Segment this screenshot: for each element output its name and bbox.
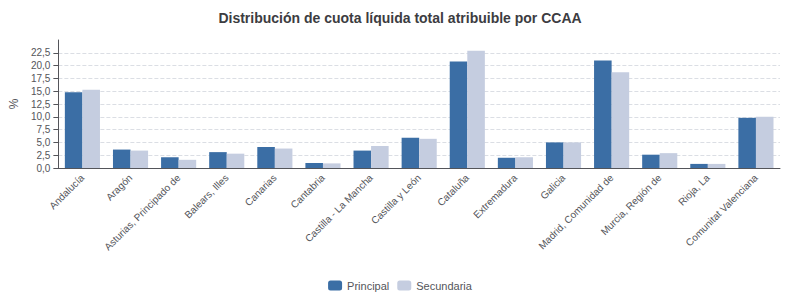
svg-text:5,0: 5,0 — [36, 137, 50, 148]
svg-text:20,0: 20,0 — [31, 60, 51, 71]
svg-text:Comunitat Valenciana: Comunitat Valenciana — [684, 172, 761, 249]
svg-text:Murcia, Región de: Murcia, Región de — [599, 172, 664, 237]
svg-text:10,0: 10,0 — [31, 111, 51, 122]
svg-text:Principal: Principal — [347, 280, 389, 292]
svg-text:0,0: 0,0 — [36, 163, 50, 174]
svg-text:Canarias: Canarias — [243, 172, 279, 208]
svg-text:Asturias, Principado de: Asturias, Principado de — [102, 172, 183, 253]
svg-text:7,5: 7,5 — [36, 124, 50, 135]
svg-text:Castilla y León: Castilla y León — [369, 172, 423, 226]
svg-text:12,5: 12,5 — [31, 99, 51, 110]
svg-text:22,5: 22,5 — [31, 47, 51, 58]
svg-text:Cantabria: Cantabria — [288, 172, 327, 211]
svg-text:%: % — [7, 98, 21, 109]
svg-text:Extremadura: Extremadura — [471, 172, 520, 221]
svg-text:Aragón: Aragón — [104, 172, 135, 203]
svg-text:17,5: 17,5 — [31, 73, 51, 84]
svg-text:Galicia: Galicia — [538, 172, 568, 202]
svg-text:Secundaria: Secundaria — [416, 280, 473, 292]
svg-text:Madrid, Comunidad de: Madrid, Comunidad de — [536, 172, 616, 252]
svg-text:15,0: 15,0 — [31, 86, 51, 97]
svg-text:Andalucía: Andalucía — [47, 172, 86, 211]
svg-text:2,5: 2,5 — [36, 150, 50, 161]
svg-text:Distribución de cuota líquida: Distribución de cuota líquida total atri… — [218, 10, 581, 26]
svg-text:Castilla - La Mancha: Castilla - La Mancha — [303, 172, 375, 244]
svg-text:Cataluña: Cataluña — [435, 172, 471, 208]
svg-text:Balears, Illes: Balears, Illes — [182, 172, 230, 220]
svg-text:Rioja, La: Rioja, La — [676, 172, 712, 208]
